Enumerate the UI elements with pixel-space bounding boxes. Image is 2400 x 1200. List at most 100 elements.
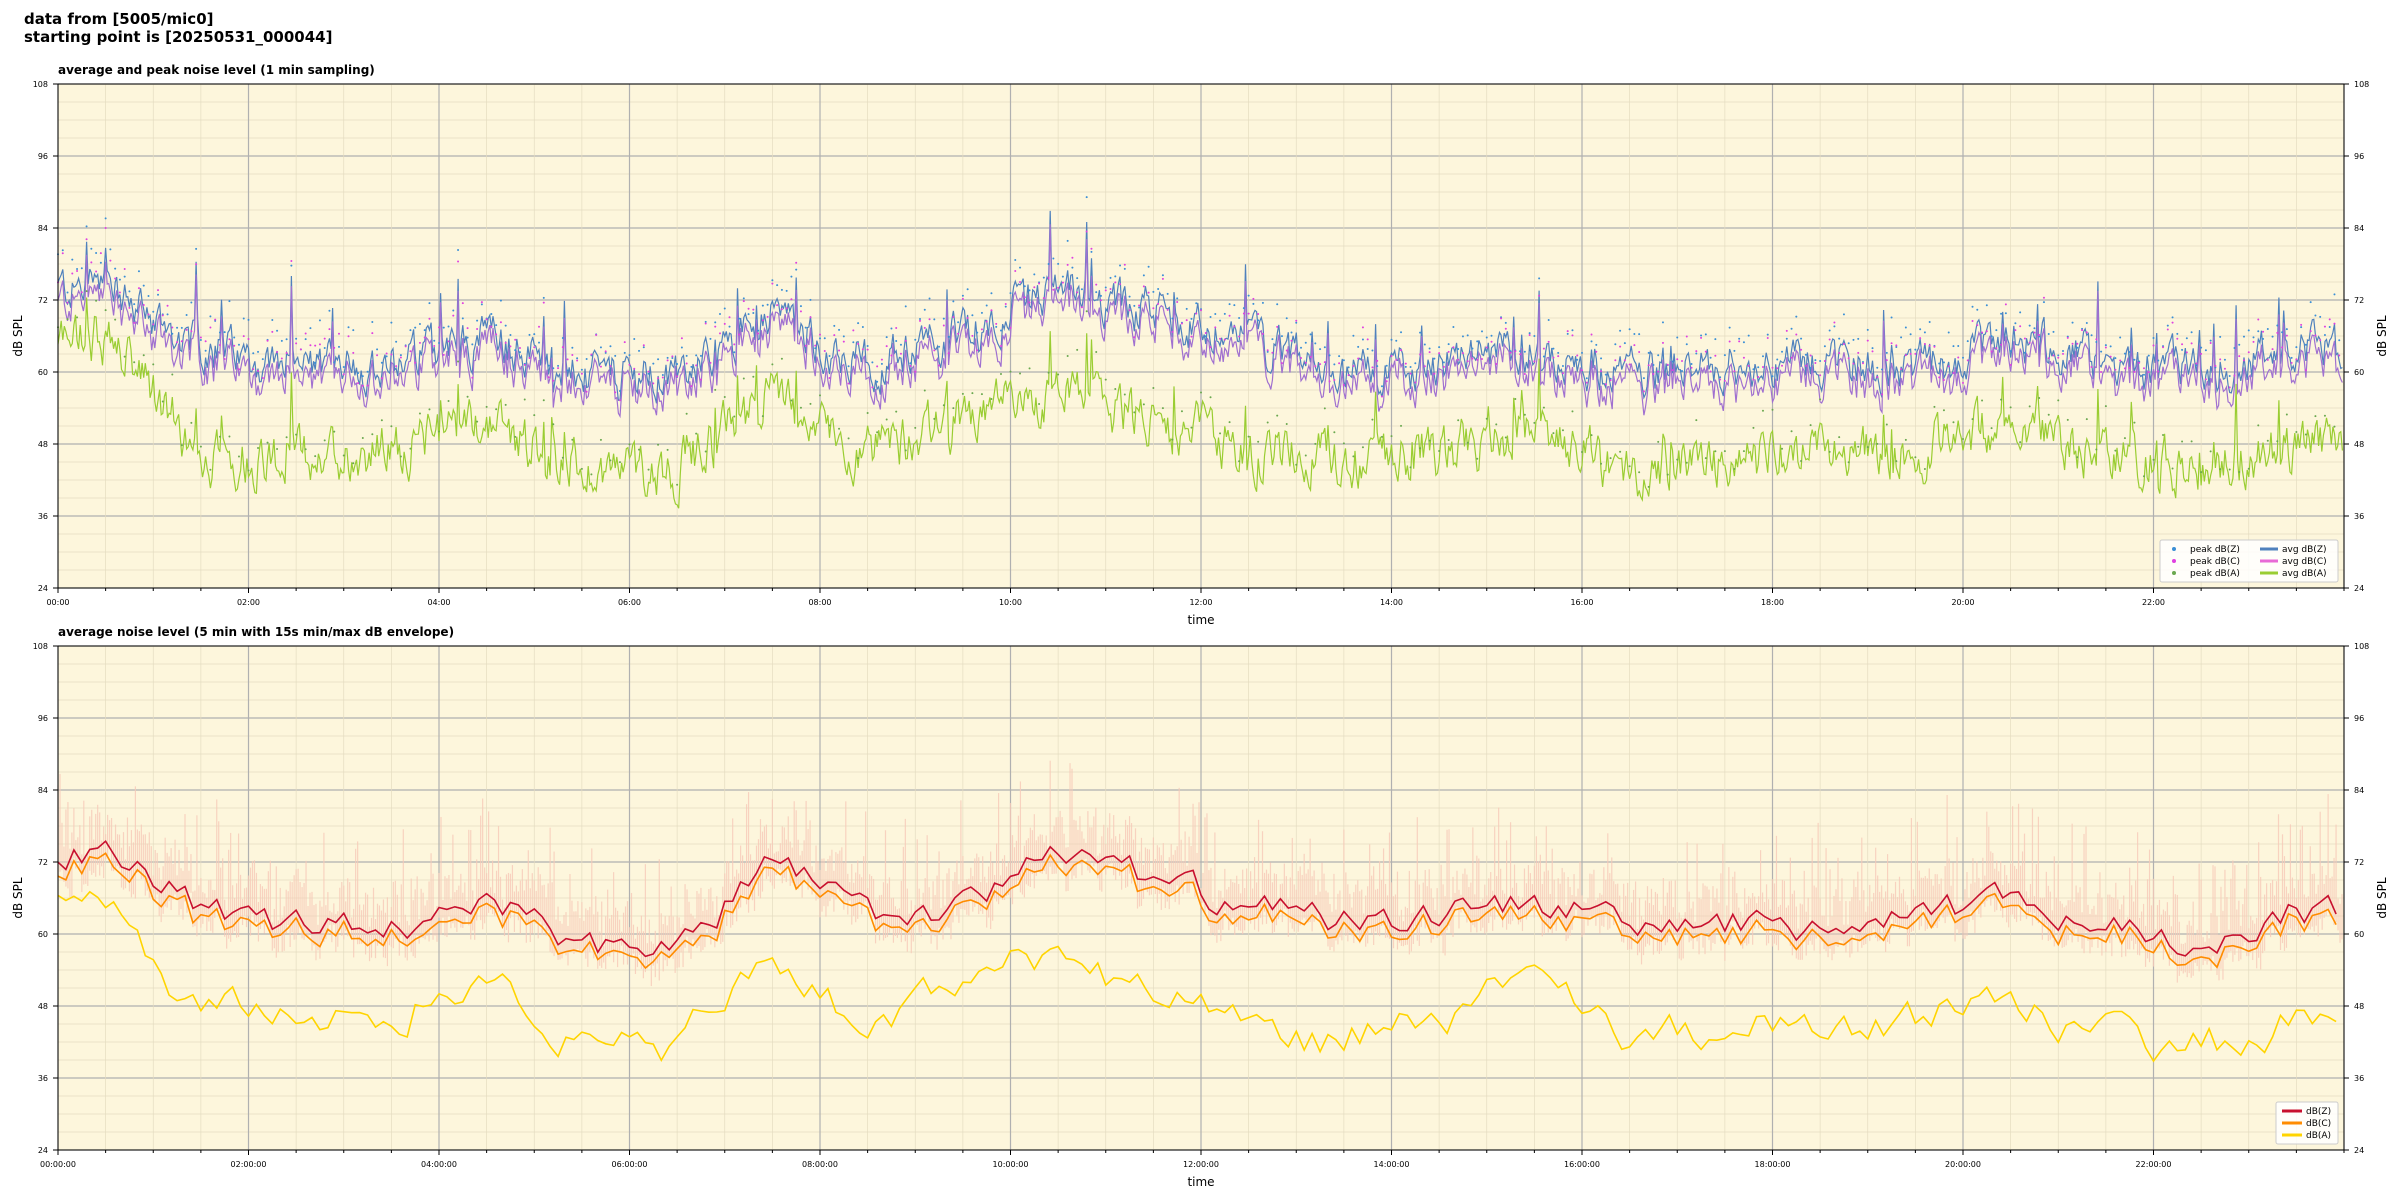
- peak-point-c: [938, 364, 941, 367]
- peak-point-c: [1704, 350, 1707, 353]
- peak-point-c: [1342, 384, 1345, 387]
- peak-point-a: [399, 455, 402, 458]
- peak-point-z: [557, 364, 560, 367]
- peak-point-z: [2242, 335, 2245, 338]
- peak-point-z: [1876, 366, 1879, 369]
- peak-point-z: [376, 348, 379, 351]
- peak-point-z: [1347, 366, 1350, 369]
- peak-point-c: [1219, 337, 1222, 340]
- peak-point-c: [2090, 366, 2093, 369]
- y-tick-label: 96: [38, 152, 48, 161]
- peak-point-a: [1885, 423, 1888, 426]
- peak-point-c: [1995, 347, 1998, 350]
- legend: peak dB(Z) peak dB(C) peak dB(A) avg dB(Z) a…: [2159, 539, 2339, 583]
- peak-point-a: [676, 483, 679, 486]
- peak-point-z: [685, 354, 688, 357]
- peak-point-c: [1009, 326, 1012, 329]
- y-tick-label: 96: [38, 714, 48, 723]
- peak-point-c: [1552, 356, 1555, 359]
- peak-point-z: [1557, 351, 1560, 354]
- peak-point-z: [1833, 325, 1836, 328]
- peak-point-c: [2304, 369, 2307, 372]
- peak-point-c: [1890, 342, 1893, 345]
- peak-point-c: [190, 330, 193, 333]
- peak-point-c: [1514, 350, 1517, 353]
- peak-point-z: [1376, 365, 1379, 368]
- peak-point-z: [1061, 275, 1064, 278]
- peak-point-c: [1480, 358, 1483, 361]
- peak-point-z: [1319, 348, 1322, 351]
- peak-point-c: [361, 384, 364, 387]
- peak-point-c: [523, 363, 526, 366]
- peak-point-c: [1528, 334, 1531, 337]
- peak-point-a: [1257, 440, 1260, 443]
- peak-point-z: [423, 329, 426, 332]
- peak-point-z: [1271, 338, 1274, 341]
- peak-point-z: [157, 293, 160, 296]
- peak-point-c: [1509, 351, 1512, 354]
- peak-point-z: [795, 268, 798, 271]
- peak-point-a: [895, 410, 898, 413]
- peak-point-z: [314, 361, 317, 364]
- peak-point-c: [2300, 323, 2303, 326]
- peak-point-c: [480, 301, 483, 304]
- peak-point-c: [66, 301, 69, 304]
- peak-point-a: [1942, 409, 1945, 412]
- peak-point-z: [252, 352, 255, 355]
- peak-point-a: [1542, 406, 1545, 409]
- y-tick-label: 48: [38, 1002, 48, 1011]
- peak-point-a: [2238, 471, 2241, 474]
- peak-point-a: [1666, 473, 1669, 476]
- peak-point-c: [1790, 356, 1793, 359]
- peak-point-z: [85, 225, 88, 228]
- peak-point-c: [2119, 359, 2122, 362]
- peak-point-a: [1847, 461, 1850, 464]
- peak-point-c: [780, 308, 783, 311]
- y-tick-label: 96: [2354, 152, 2364, 161]
- peak-point-z: [1752, 368, 1755, 371]
- peak-point-a: [1104, 378, 1107, 381]
- peak-point-z: [547, 364, 550, 367]
- peak-point-c: [947, 352, 950, 355]
- peak-point-z: [1890, 316, 1893, 319]
- peak-point-c: [957, 332, 960, 335]
- peak-point-z: [328, 309, 331, 312]
- peak-point-z: [1661, 321, 1664, 324]
- peak-point-c: [442, 353, 445, 356]
- peak-point-c: [2085, 331, 2088, 334]
- peak-point-c: [347, 335, 350, 338]
- peak-point-c: [61, 252, 64, 255]
- peak-point-z: [2147, 354, 2150, 357]
- peak-point-a: [2219, 468, 2222, 471]
- peak-point-c: [1171, 330, 1174, 333]
- peak-point-z: [1538, 277, 1541, 280]
- y-tick-label: 84: [38, 224, 48, 233]
- peak-point-z: [337, 345, 340, 348]
- peak-point-z: [242, 317, 245, 320]
- peak-point-c: [1180, 322, 1183, 325]
- peak-point-c: [961, 297, 964, 300]
- peak-point-c: [152, 323, 155, 326]
- peak-point-c: [771, 282, 774, 285]
- peak-point-z: [495, 324, 498, 327]
- peak-point-z: [1838, 337, 1841, 340]
- peak-point-z: [909, 362, 912, 365]
- peak-point-a: [1828, 450, 1831, 453]
- peak-point-a: [380, 419, 383, 422]
- peak-point-c: [2242, 359, 2245, 362]
- peak-point-c: [676, 375, 679, 378]
- peak-point-c: [195, 263, 198, 266]
- y-tick-label: 72: [38, 858, 48, 867]
- peak-point-c: [2200, 352, 2203, 355]
- peak-point-a: [2257, 424, 2260, 427]
- peak-point-z: [661, 374, 664, 377]
- peak-point-c: [2257, 318, 2260, 321]
- peak-point-c: [695, 364, 698, 367]
- peak-point-c: [1266, 349, 1269, 352]
- peak-point-c: [1904, 354, 1907, 357]
- peak-point-c: [1257, 312, 1260, 315]
- x-tick-label: 16:00: [1570, 598, 1593, 607]
- y-tick-label: 108: [2354, 642, 2369, 651]
- peak-point-z: [1019, 266, 1022, 269]
- peak-point-z: [2133, 358, 2136, 361]
